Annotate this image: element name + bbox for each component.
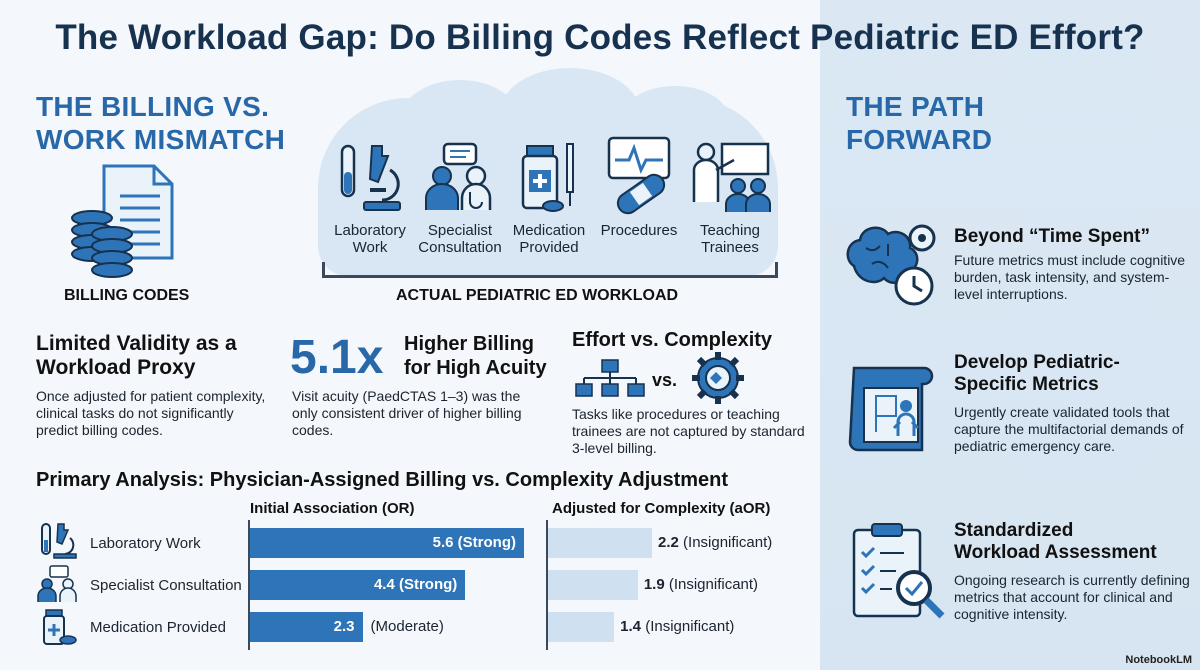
validity-heading-line2: Workload Proxy [36, 356, 196, 379]
validity-heading: Limited Validity as a Workload Proxy [36, 332, 237, 380]
analysis-title: Primary Analysis: Physician-Assigned Bil… [36, 469, 729, 491]
aor-note: (Insignificant) [668, 576, 759, 593]
billing-codes-caption: BILLING CODES [64, 287, 190, 304]
workload-label-line1: Specialist [427, 222, 493, 239]
acuity-heading-line1: Higher Billing [404, 333, 534, 355]
or-bar-medication: 2.3 [250, 612, 363, 642]
aor-value: 2.2 [658, 534, 679, 551]
workload-label-line2: Consultation [418, 239, 502, 256]
aor-label-medication: 1.4 (Insignificant) [620, 612, 734, 642]
hierarchy-icon [575, 359, 645, 397]
mismatch-title: THE BILLING VS. WORK MISMATCH [36, 90, 285, 156]
workload-label-line2: Trainees [701, 239, 759, 256]
aor-note: (Insignificant) [645, 618, 735, 635]
col-adjusted-header: Adjusted for Complexity (aOR) [552, 500, 771, 517]
mismatch-title-line2: WORK MISMATCH [36, 124, 286, 155]
workload-item-laboratory: Laboratory Work [320, 140, 420, 256]
page-title: The Workload Gap: Do Billing Codes Refle… [55, 18, 1145, 57]
path-item-3-heading: Standardized Workload Assessment [954, 520, 1157, 564]
aor-bar-laboratory [548, 528, 652, 558]
validity-text: Once adjusted for patient complexity, cl… [36, 388, 266, 438]
or-bar-laboratory: 5.6 (Strong) [250, 528, 524, 558]
path-item-2-heading: Develop Pediatric- Specific Metrics [954, 352, 1120, 396]
workload-item-teaching: Teaching Trainees [680, 140, 780, 256]
microscope-icon [340, 144, 401, 211]
adjusted-axis [546, 520, 548, 650]
workload-caption: ACTUAL PEDIATRIC ED WORKLOAD [396, 287, 679, 304]
teaching-icon [692, 142, 771, 212]
effort-heading: Effort vs. Complexity [572, 329, 773, 351]
clipboard-magnifier-icon [852, 523, 945, 619]
workload-bracket [322, 262, 778, 278]
row-label-laboratory: Laboratory Work [90, 535, 201, 552]
microscope-icon [41, 523, 77, 559]
col-initial-header: Initial Association (OR) [250, 500, 415, 517]
aor-value: 1.4 [620, 618, 642, 635]
complexity-gear-icon [692, 352, 744, 404]
consultation-icon [37, 565, 77, 602]
workload-label-line1: Laboratory [334, 222, 406, 239]
aor-bar-consultation [548, 570, 638, 600]
validity-heading-line1: Limited Validity as a [36, 332, 237, 355]
medication-icon [43, 609, 77, 645]
aor-label-consultation: 1.9 (Insignificant) [644, 570, 758, 600]
blueprint-child-icon [848, 366, 934, 452]
workload-item-consultation: Specialist Consultation [410, 140, 510, 256]
path-heading-line2: Specific Metrics [954, 374, 1099, 395]
mismatch-title-line1: THE BILLING VS. [36, 91, 270, 122]
acuity-text: Visit acuity (PaedCTAS 1–3) was the only… [292, 388, 522, 438]
initial-axis [248, 520, 250, 650]
brand-label: NotebookLM [1125, 654, 1192, 666]
bandage-icon [607, 136, 671, 215]
acuity-heading: Higher Billing for High Acuity [404, 332, 547, 380]
aor-label-laboratory: 2.2 (Insignificant) [658, 528, 772, 558]
workload-label-line2: Work [352, 239, 388, 256]
workload-label-line2: Provided [519, 239, 579, 256]
aor-bar-medication [548, 612, 615, 642]
path-heading-line1: Beyond “Time Spent” [954, 226, 1151, 247]
path-heading-line1: Develop Pediatric- [954, 352, 1120, 373]
medication-icon [521, 143, 574, 212]
path-title-line1: THE PATH [846, 91, 985, 122]
path-title: THE PATH FORWARD [846, 90, 992, 156]
row-label-consultation: Specialist Consultation [90, 577, 242, 594]
path-item-1-heading: Beyond “Time Spent” [954, 226, 1150, 248]
path-title-line2: FORWARD [846, 124, 993, 155]
effort-text: Tasks like procedures or teaching traine… [572, 406, 805, 456]
path-heading-line2: Workload Assessment [954, 542, 1157, 563]
billing-codes-icon [71, 164, 174, 278]
acuity-number: 5.1x [290, 331, 384, 384]
workload-item-procedures: Procedures [589, 134, 689, 239]
workload-label-line1: Medication [512, 222, 586, 239]
brain-clock-icon [846, 224, 936, 306]
workload-label-line1: Procedures [600, 222, 678, 239]
vs-label: vs. [652, 370, 678, 390]
aor-value: 1.9 [643, 576, 665, 593]
workload-item-medication: Medication Provided [499, 140, 599, 256]
workload-label-line1: Teaching [699, 222, 761, 239]
consultation-icon [425, 142, 492, 210]
acuity-heading-line2: for High Acuity [404, 357, 547, 379]
or-bar-consultation: 4.4 (Strong) [250, 570, 466, 600]
row-label-medication: Medication Provided [90, 619, 226, 636]
path-item-1-text: Future metrics must include cognitive bu… [954, 252, 1186, 302]
path-heading-line1: Standardized [954, 520, 1074, 541]
aor-note: (Insignificant) [683, 534, 773, 551]
path-item-3-text: Ongoing research is currently defining m… [954, 572, 1190, 622]
or-note-medication: (Moderate) [370, 618, 444, 635]
path-item-2-text: Urgently create validated tools that cap… [954, 404, 1184, 454]
